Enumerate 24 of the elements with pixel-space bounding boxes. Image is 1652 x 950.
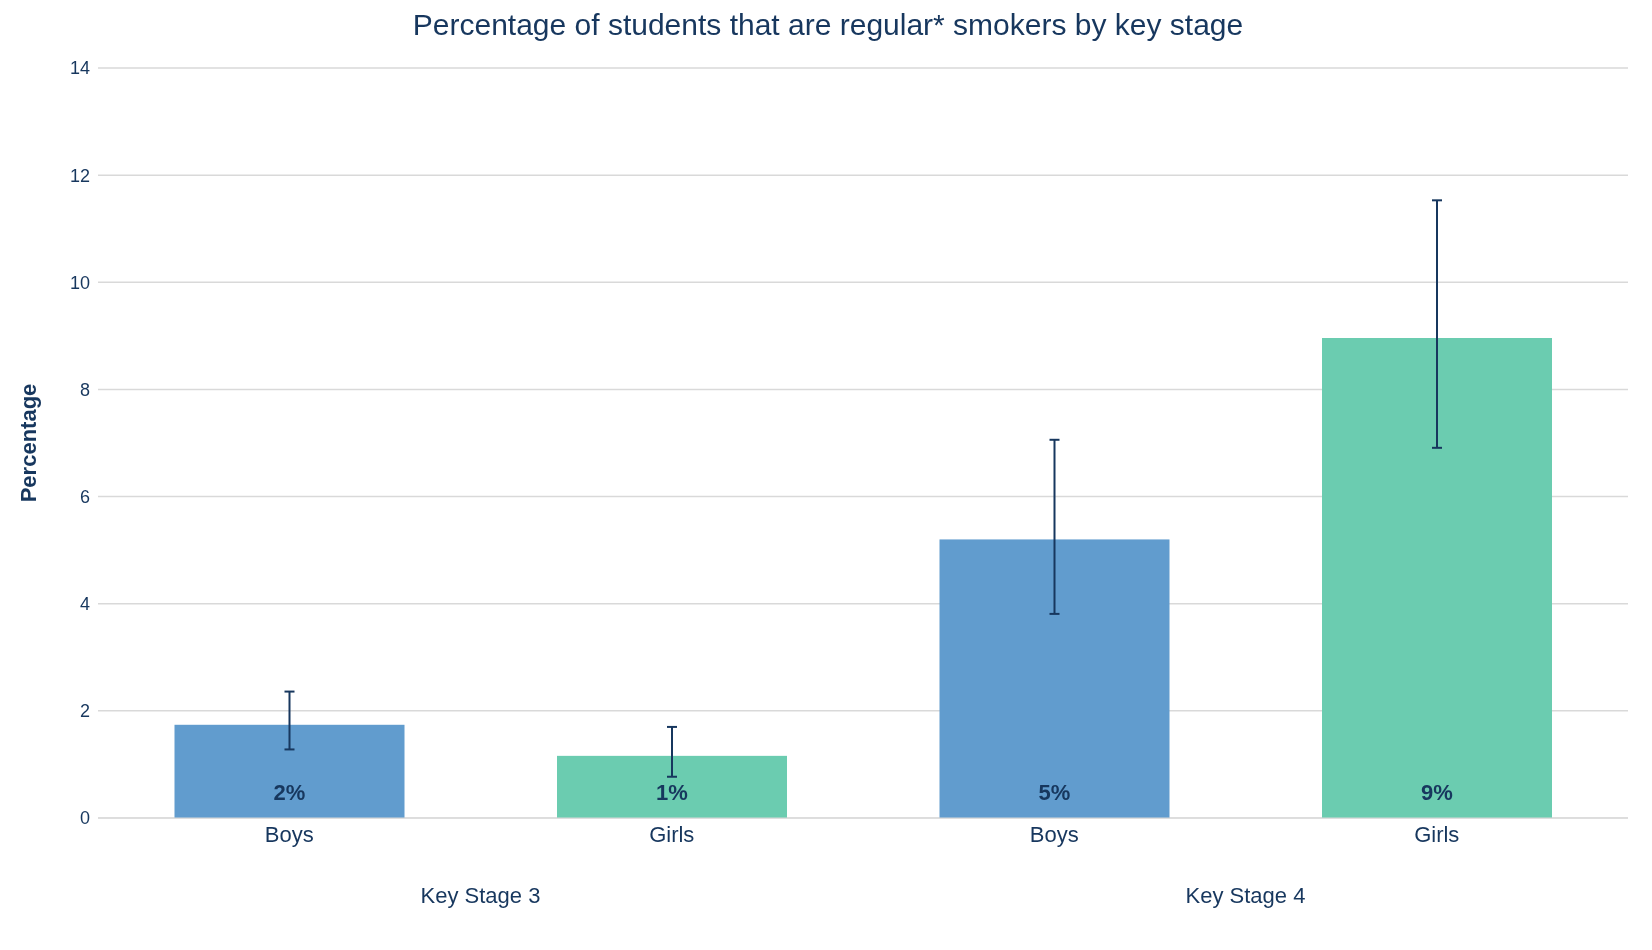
text: Key Stage 3 — [419, 883, 542, 909]
bar — [1322, 338, 1552, 818]
data-label: 2% — [273, 780, 306, 805]
y-tick-label: 8 — [79, 379, 90, 400]
x-tick-label: Girls — [1414, 821, 1460, 847]
y-tick-label: 0 — [79, 808, 90, 829]
bar — [939, 539, 1170, 818]
bar — [557, 755, 787, 818]
data-label: 9% — [1421, 780, 1453, 805]
y-tick-label: 14 — [69, 58, 90, 79]
text: Key Stage 4 — [1184, 883, 1307, 909]
y-tick-label: 6 — [79, 486, 90, 507]
data-label: 1% — [656, 780, 688, 805]
y-tick-label: 10 — [69, 272, 90, 293]
x-tick-label: Girls — [649, 821, 695, 847]
x-tick-label: Boys — [264, 821, 314, 847]
y-tick-label: 2 — [79, 701, 90, 722]
data-label: 5% — [1038, 780, 1071, 805]
bar — [174, 724, 405, 818]
y-tick-label: 4 — [79, 594, 90, 615]
y-tick-label: 12 — [69, 165, 90, 186]
y-axis-title: Percentage — [15, 383, 41, 503]
x-tick-label: Boys — [1029, 821, 1079, 847]
chart-title: Percentage of students that are regular* smokers by key stage — [411, 8, 1245, 43]
